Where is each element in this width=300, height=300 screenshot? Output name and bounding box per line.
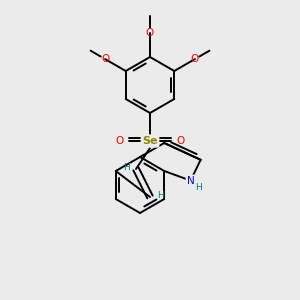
Text: O: O bbox=[101, 54, 109, 64]
Text: O: O bbox=[176, 136, 185, 146]
Text: O: O bbox=[115, 136, 124, 146]
Text: Se: Se bbox=[142, 136, 158, 146]
Text: N: N bbox=[187, 176, 194, 186]
Text: H: H bbox=[195, 183, 202, 192]
Text: O: O bbox=[191, 54, 199, 64]
Text: H: H bbox=[157, 190, 164, 200]
Text: H: H bbox=[123, 163, 129, 172]
Text: O: O bbox=[146, 28, 154, 38]
